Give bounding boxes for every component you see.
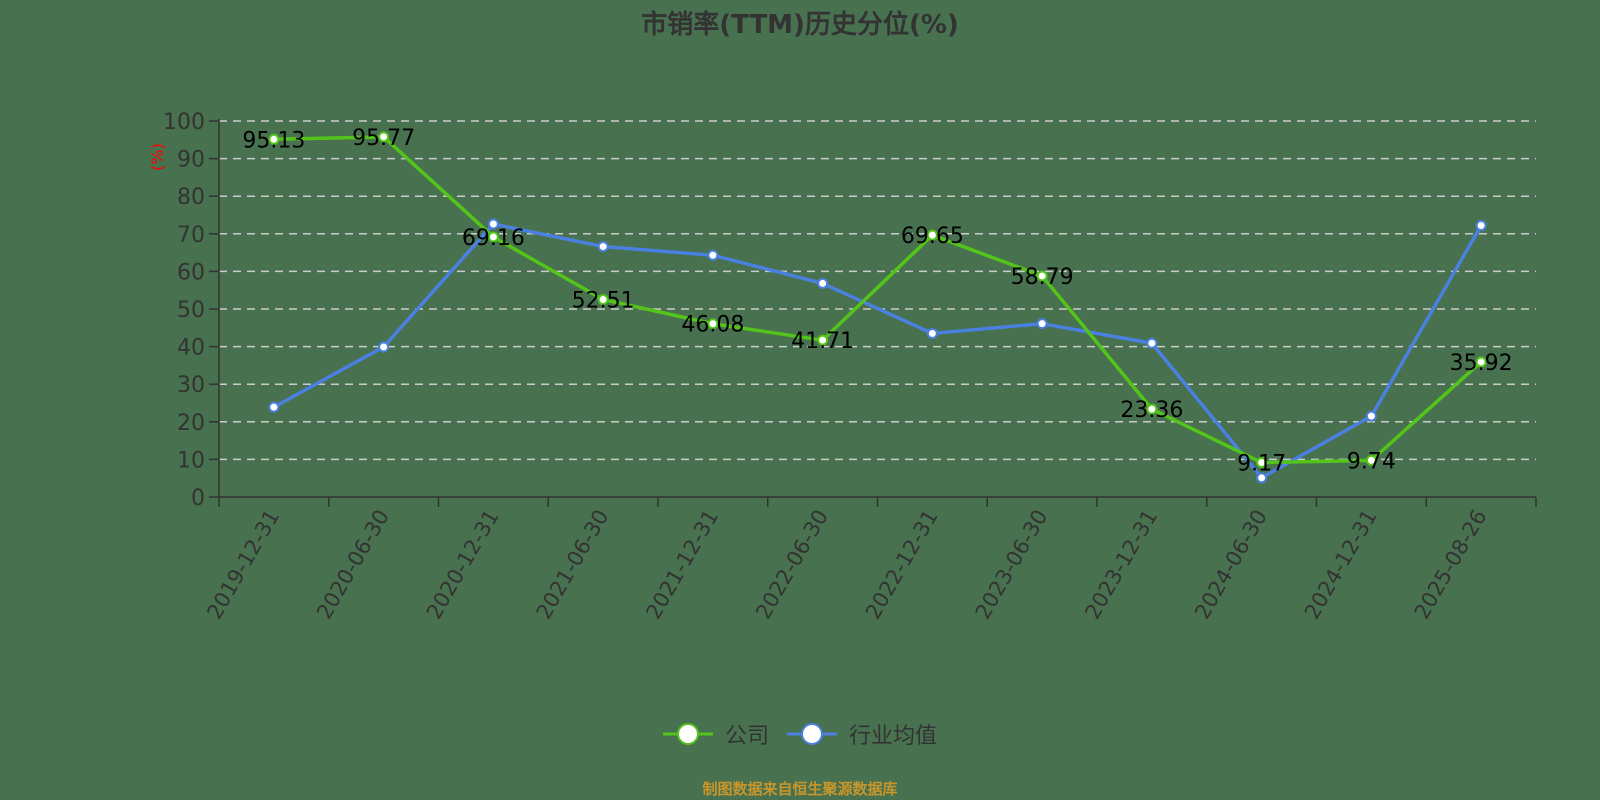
legend-label-industry-average: 行业均值 [849, 724, 938, 749]
industry-data-point[interactable] [487, 218, 499, 230]
data-value-label: 41.71 [791, 329, 854, 354]
chart-title: 市销率(TTM)历史分位(%) [641, 10, 959, 40]
y-tick-label: 60 [177, 260, 205, 285]
legend-marker-industry-icon [787, 723, 837, 745]
data-value-label: 95.13 [242, 128, 305, 153]
series-lines [268, 131, 1487, 484]
y-axis-unit-label: (%) [148, 143, 167, 171]
y-tick-label: 10 [177, 448, 205, 473]
x-tick-label: 2025-08-26 [1410, 506, 1492, 624]
industry-series-line [273, 222, 1483, 480]
grid-lines [219, 120, 1536, 461]
company-data-point[interactable] [378, 131, 390, 143]
data-value-label: 52.51 [572, 289, 635, 314]
x-tick-label: 2024-06-30 [1190, 506, 1272, 624]
axes: 0 10 20 30 40 50 60 70 80 90 100 (%) 2019-12-31 2020-… [148, 110, 1537, 624]
industry-data-point[interactable] [1036, 318, 1048, 330]
company-data-point[interactable] [926, 229, 938, 241]
y-tick-label: 30 [177, 373, 205, 398]
legend-marker-company-icon [662, 723, 713, 745]
y-tick-label: 50 [177, 298, 205, 323]
x-tick-label: 2022-12-31 [861, 506, 943, 624]
company-data-point[interactable] [1036, 270, 1048, 282]
company-data-point[interactable] [1146, 403, 1158, 415]
industry-data-point[interactable] [1256, 472, 1268, 484]
industry-data-point[interactable] [926, 327, 938, 339]
data-value-label: 9.17 [1237, 452, 1286, 477]
y-tick-label: 0 [191, 486, 205, 511]
industry-data-point[interactable] [268, 401, 280, 413]
company-data-point[interactable] [817, 334, 829, 346]
industry-data-point[interactable] [1146, 337, 1158, 349]
y-tick-label: 20 [177, 411, 205, 436]
industry-data-point[interactable] [817, 277, 829, 289]
x-tick-label: 2021-06-30 [532, 506, 614, 624]
company-data-point[interactable] [1365, 454, 1377, 466]
x-tick-label: 2019-12-31 [202, 506, 284, 624]
legend-label-company: 公司 [724, 724, 769, 749]
x-tick-label: 2021-12-31 [641, 506, 723, 624]
company-series-line [273, 135, 1483, 465]
company-data-point[interactable] [597, 294, 609, 306]
data-source-note: 制图数据来自恒生聚源数据库 [702, 780, 898, 798]
x-tick-label: 2024-12-31 [1300, 506, 1382, 624]
legend-item-company[interactable]: 公司 [662, 718, 769, 750]
y-tick-label: 80 [177, 185, 205, 210]
data-value-label: 69.65 [901, 224, 964, 249]
company-data-point[interactable] [707, 318, 719, 330]
x-tick-label: 2023-06-30 [971, 506, 1053, 624]
data-value-label: 95.77 [352, 126, 415, 151]
legend: 公司 行业均值 [0, 718, 1600, 750]
y-tick-label: 40 [177, 336, 205, 361]
industry-data-point[interactable] [1365, 410, 1377, 422]
x-tick-label: 2020-06-30 [312, 506, 394, 624]
data-value-label: 69.16 [462, 226, 525, 251]
y-tick-label: 90 [177, 148, 205, 173]
industry-data-point[interactable] [378, 341, 390, 353]
data-value-label: 46.08 [681, 313, 744, 338]
legend-item-industry-average[interactable]: 行业均值 [787, 718, 937, 750]
industry-data-point[interactable] [1475, 220, 1487, 232]
y-tick-label: 100 [163, 110, 205, 135]
x-tick-label: 2023-12-31 [1080, 506, 1162, 624]
data-value-label: 9.74 [1347, 449, 1396, 474]
company-data-point[interactable] [268, 133, 280, 145]
data-labels: 95.13 95.77 69.16 52.51 46.08 41.71 69.65 58.79… [242, 126, 1512, 477]
y-tick-label: 70 [177, 223, 205, 248]
company-data-point[interactable] [1475, 356, 1487, 368]
industry-data-point[interactable] [597, 241, 609, 253]
industry-data-point[interactable] [707, 249, 719, 261]
company-data-point[interactable] [487, 231, 499, 243]
x-tick-label: 2020-12-31 [422, 506, 504, 624]
data-value-label: 35.92 [1450, 351, 1513, 376]
x-tick-label: 2022-06-30 [751, 506, 833, 624]
data-value-label: 23.36 [1120, 398, 1183, 423]
data-value-label: 58.79 [1011, 265, 1074, 290]
company-data-point[interactable] [1256, 457, 1268, 469]
